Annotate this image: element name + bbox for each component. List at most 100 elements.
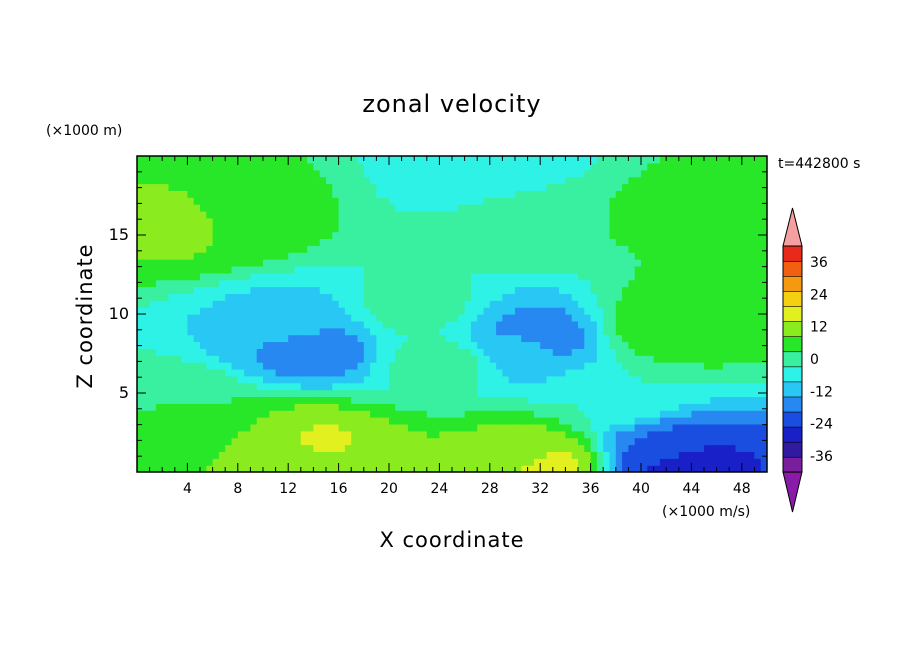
contour-cell: [395, 307, 403, 315]
contour-cell: [641, 451, 648, 459]
contour-cell: [351, 410, 359, 418]
contour-cell: [546, 423, 554, 432]
contour-cell: [294, 217, 302, 226]
contour-cell: [565, 300, 573, 308]
contour-cell: [250, 368, 258, 377]
contour-cell: [735, 355, 743, 363]
contour-cell: [376, 348, 384, 356]
contour-cell: [263, 314, 270, 322]
contour-cell: [212, 430, 220, 439]
contour-cell: [527, 327, 535, 336]
contour-cell: [363, 231, 371, 240]
contour-cell: [420, 465, 428, 472]
contour-cell: [641, 320, 648, 329]
contour-cell: [326, 252, 333, 260]
contour-cell: [313, 444, 321, 452]
contour-cell: [508, 458, 516, 466]
contour-cell: [552, 259, 560, 267]
contour-cell: [502, 156, 510, 164]
contour-cell: [464, 210, 472, 219]
contour-cell: [452, 169, 459, 178]
contour-cell: [710, 389, 718, 398]
contour-cell: [231, 362, 239, 370]
contour-cell: [477, 451, 485, 459]
contour-cell: [615, 362, 623, 370]
contour-cell: [307, 375, 314, 384]
contour-cell: [439, 190, 447, 198]
contour-cell: [653, 176, 661, 185]
contour-cell: [382, 279, 390, 288]
contour-cell: [685, 341, 692, 349]
contour-cell: [672, 176, 680, 185]
contour-cell: [496, 265, 503, 274]
contour-cell: [464, 272, 472, 281]
contour-cell: [244, 410, 251, 418]
contour-cell: [483, 224, 491, 233]
contour-cell: [653, 334, 661, 343]
contour-cell: [338, 444, 346, 452]
contour-cell: [149, 272, 157, 281]
contour-cell: [603, 327, 611, 336]
contour-cell: [445, 410, 453, 418]
contour-cell: [237, 156, 245, 164]
contour-cell: [218, 368, 226, 377]
contour-cell: [634, 217, 642, 226]
contour-cell: [439, 410, 447, 418]
contour-cell: [496, 368, 503, 377]
contour-cell: [401, 396, 409, 404]
contour-cell: [263, 156, 270, 164]
contour-cell: [231, 156, 239, 164]
contour-cell: [143, 396, 151, 404]
contour-cell: [288, 162, 296, 171]
contour-cell: [546, 204, 554, 212]
contour-cell: [691, 286, 699, 294]
contour-cell: [162, 307, 170, 315]
contour-cell: [187, 362, 195, 370]
contour-cell: [659, 410, 667, 418]
contour-cell: [433, 341, 440, 349]
contour-cell: [704, 334, 711, 343]
contour-cell: [584, 396, 592, 404]
contour-cell: [678, 348, 686, 356]
contour-cell: [218, 224, 226, 233]
contour-cell: [622, 272, 629, 281]
contour-cell: [181, 197, 188, 205]
contour-cell: [716, 334, 724, 343]
contour-cell: [710, 183, 718, 191]
contour-cell: [729, 259, 737, 267]
contour-cell: [578, 458, 585, 466]
contour-cell: [382, 444, 390, 452]
contour-cell: [225, 245, 233, 253]
contour-cell: [351, 190, 359, 198]
contour-cell: [622, 410, 629, 418]
contour-cell: [527, 204, 535, 212]
contour-cell: [659, 231, 667, 240]
contour-cell: [218, 197, 226, 205]
contour-cell: [363, 320, 371, 329]
contour-cell: [584, 320, 592, 329]
contour-cell: [760, 156, 767, 164]
contour-cell: [470, 382, 478, 391]
contour-cell: [445, 286, 453, 294]
contour-cell: [741, 279, 749, 288]
contour-cell: [174, 314, 182, 322]
contour-cell: [376, 197, 384, 205]
contour-cell: [533, 451, 541, 459]
contour-cell: [590, 231, 598, 240]
contour-cell: [672, 410, 680, 418]
contour-cell: [269, 293, 277, 301]
contour-cell: [281, 314, 289, 322]
contour-cell: [206, 410, 214, 418]
contour-cell: [508, 368, 516, 377]
contour-cell: [678, 430, 686, 439]
contour-cell: [376, 162, 384, 171]
contour-cell: [691, 204, 699, 212]
contour-cell: [281, 245, 289, 253]
contour-cell: [672, 417, 680, 425]
contour-cell: [452, 190, 459, 198]
contour-cell: [137, 403, 144, 411]
contour-cell: [704, 327, 711, 336]
contour-cell: [162, 245, 170, 253]
contour-cell: [332, 293, 340, 301]
contour-cell: [704, 444, 711, 452]
